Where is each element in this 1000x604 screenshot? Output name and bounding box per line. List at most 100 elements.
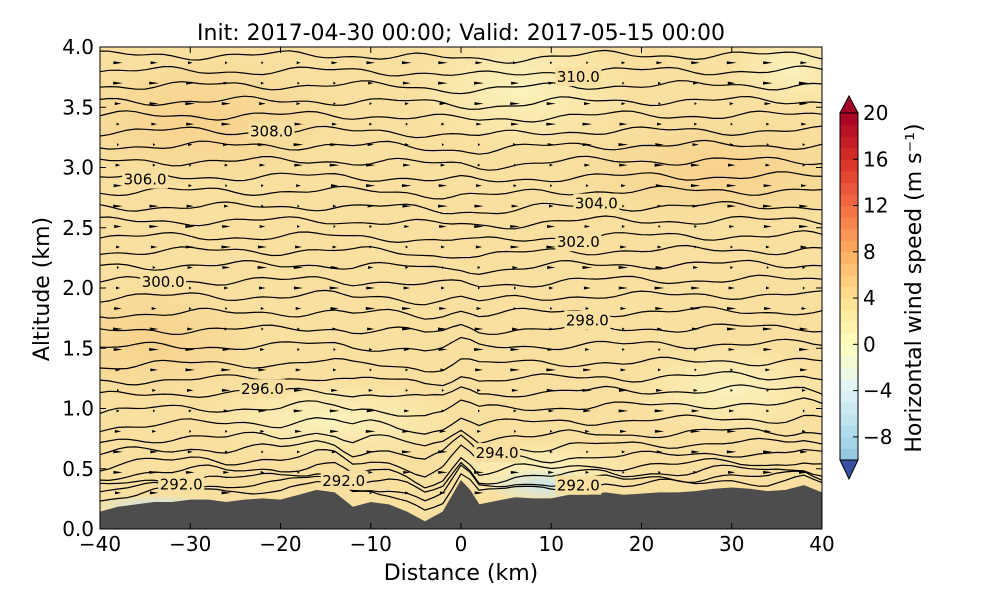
wind-vector <box>365 429 376 433</box>
wind-vector <box>261 327 264 331</box>
wind-vector <box>189 286 192 290</box>
wind-vector <box>655 307 664 310</box>
wind-vector <box>800 450 808 454</box>
wind-vector <box>260 81 264 85</box>
wind-vector <box>691 286 701 290</box>
wind-vector <box>622 348 625 351</box>
wind-vector <box>225 429 228 433</box>
wind-vector <box>293 286 304 290</box>
wind-vector <box>513 143 518 147</box>
wind-vector <box>114 429 122 433</box>
wind-vector <box>261 184 264 188</box>
wind-vector <box>405 266 409 269</box>
wind-speed-field <box>200 380 460 460</box>
wind-vector <box>297 225 301 228</box>
wind-vector <box>188 307 192 310</box>
colorbar-segment <box>840 240 858 253</box>
wind-vector <box>474 491 484 495</box>
contour-line <box>100 200 822 215</box>
wind-vector <box>654 163 665 167</box>
wind-vector <box>438 61 448 65</box>
y-tick-label: 3.0 <box>62 156 94 180</box>
wind-vector <box>693 348 698 351</box>
colorbar-frame <box>839 112 859 461</box>
wind-vector <box>802 409 805 413</box>
wind-vector <box>656 61 663 65</box>
contour-label: 298.0 <box>566 312 609 330</box>
colorbar: −8 −4 0 4 8 12 16 20 <box>839 94 892 481</box>
wind-vectors <box>113 61 809 495</box>
wind-vector <box>113 470 123 474</box>
wind-vector <box>402 429 412 433</box>
wind-vector <box>766 143 769 147</box>
wind-vector <box>188 184 192 188</box>
wind-vector <box>151 307 157 310</box>
wind-vector <box>474 470 484 474</box>
wind-vector <box>550 307 553 310</box>
colorbar-segment <box>840 263 858 276</box>
colorbar-segment <box>840 390 858 403</box>
wind-vector <box>691 409 700 413</box>
wind-vector <box>474 225 484 228</box>
wind-vector <box>257 266 268 269</box>
contour-label-bg <box>555 67 602 87</box>
wind-vector <box>621 184 626 188</box>
wind-vector <box>586 184 589 188</box>
y-tick-label: 0.5 <box>62 457 94 481</box>
wind-vector <box>368 388 373 392</box>
wind-vector <box>728 470 736 474</box>
wind-vector <box>582 388 593 392</box>
wind-vector <box>403 348 410 351</box>
wind-vector <box>546 368 557 372</box>
wind-vector <box>403 163 411 167</box>
wind-vector <box>514 163 517 167</box>
wind-vector <box>439 307 447 310</box>
wind-vector <box>332 204 337 208</box>
contour-label-bg <box>564 310 611 330</box>
x-tick-label: 30 <box>719 532 744 556</box>
wind-vector <box>405 122 408 126</box>
wind-vector <box>330 429 340 433</box>
wind-vector <box>658 368 662 372</box>
wind-vector <box>763 348 773 351</box>
contour-label: 306.0 <box>124 171 167 189</box>
colorbar-segment <box>840 309 858 322</box>
wind-vector <box>332 327 337 331</box>
wind-vector <box>802 286 805 290</box>
wind-vector <box>693 266 699 269</box>
wind-vector <box>260 470 265 474</box>
wind-speed-field <box>630 345 822 435</box>
wind-vector <box>150 368 158 372</box>
wind-vector <box>510 470 520 474</box>
wind-vector <box>622 327 625 331</box>
wind-vector <box>510 368 520 372</box>
wind-vector <box>586 61 589 65</box>
wind-vector <box>401 184 412 188</box>
wind-vector <box>366 286 376 290</box>
wind-vector <box>549 327 553 331</box>
y-axis: 0.0 0.5 1.0 1.5 2.0 2.5 3.0 3.5 4.0 <box>62 35 822 541</box>
wind-vector <box>728 348 735 351</box>
x-tick-label: −10 <box>350 532 392 556</box>
wind-vector <box>654 286 665 290</box>
colorbar-segment <box>840 205 858 218</box>
wind-vector <box>475 61 483 65</box>
contour-line <box>100 336 822 352</box>
wind-vector <box>763 61 773 65</box>
wind-vector <box>331 184 339 188</box>
wind-vector <box>730 266 734 269</box>
wind-vector <box>763 450 773 454</box>
wind-vector <box>439 102 447 106</box>
wind-vector <box>474 204 484 208</box>
wind-vector <box>149 204 159 208</box>
wind-vector <box>654 409 665 413</box>
wind-vector <box>766 122 770 126</box>
wind-vector <box>188 409 192 413</box>
wind-vector <box>404 409 410 413</box>
colorbar-label: Horizontal wind speed (m s⁻¹) <box>902 123 927 452</box>
wind-vector <box>800 245 808 249</box>
wind-vector <box>258 368 267 372</box>
wind-vector <box>149 225 159 228</box>
wind-vector <box>586 450 589 454</box>
wind-vector <box>658 348 661 351</box>
